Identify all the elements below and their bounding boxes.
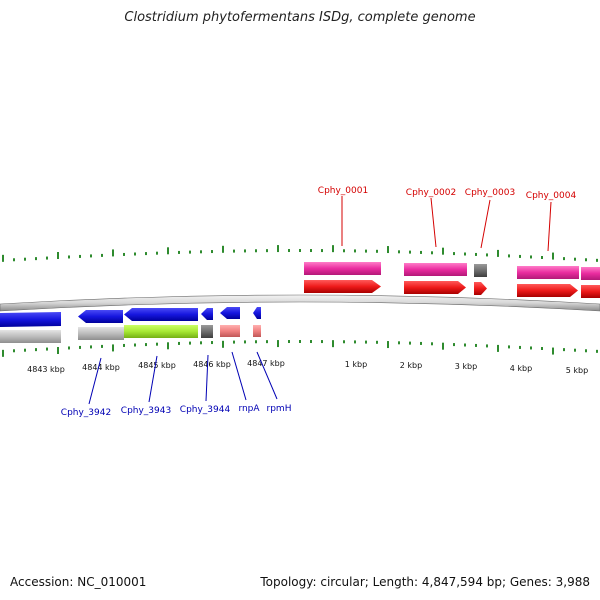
- gene-label-cphy-3943[interactable]: Cphy_3943: [121, 406, 171, 416]
- lower-tick-marks: [2, 340, 598, 357]
- reverse-cds-arrow[interactable]: [220, 307, 240, 319]
- label-leader-line: [88, 357, 102, 405]
- forward-cds-arrow[interactable]: [474, 282, 487, 295]
- gene-label-cphy-0002[interactable]: Cphy_0002: [406, 188, 456, 198]
- reverse-cds-track: [0, 307, 261, 327]
- scale-label: 4844 kbp: [82, 363, 120, 372]
- forward-gene-track: [304, 262, 600, 280]
- scale-label: 3 kbp: [455, 362, 477, 371]
- gene-label-cphy-0004[interactable]: Cphy_0004: [526, 191, 577, 201]
- genome-title: Clostridium phytofermentans ISDg, comple…: [124, 10, 476, 25]
- scale-label: 4847 kbp: [247, 359, 285, 368]
- forward-cds-arrow[interactable]: [517, 284, 578, 297]
- scale-labels: 4843 kbp 4844 kbp 4845 kbp 4846 kbp 4847…: [27, 359, 588, 375]
- gene-label-cphy-0001[interactable]: Cphy_0001: [318, 186, 368, 196]
- accession-text: Accession: NC_010001: [10, 575, 147, 589]
- reverse-gene-feature[interactable]: [78, 327, 124, 340]
- forward-gene-feature[interactable]: [474, 264, 487, 277]
- scale-label: 2 kbp: [400, 361, 422, 370]
- scale-label: 5 kbp: [566, 366, 588, 375]
- reverse-gene-feature[interactable]: [0, 330, 61, 343]
- scale-label: 4846 kbp: [193, 360, 231, 369]
- forward-gene-feature[interactable]: [304, 262, 381, 275]
- reverse-cds-arrow[interactable]: [124, 308, 198, 321]
- scale-label: 4845 kbp: [138, 361, 176, 370]
- gene-label-rpmh[interactable]: rpmH: [267, 404, 292, 414]
- gene-label-cphy-3942[interactable]: Cphy_3942: [61, 408, 111, 418]
- gene-label-cphy-3944[interactable]: Cphy_3944: [180, 405, 231, 415]
- reverse-cds-arrow[interactable]: [201, 308, 213, 320]
- forward-gene-feature[interactable]: [581, 267, 600, 280]
- reverse-cds-arrow[interactable]: [0, 312, 61, 327]
- forward-gene-labels: Cphy_0001 Cphy_0002 Cphy_0003 Cphy_0004: [318, 186, 577, 252]
- genome-backbone: [0, 294, 600, 312]
- genome-summary-text: Topology: circular; Length: 4,847,594 bp…: [260, 575, 590, 589]
- reverse-gene-feature[interactable]: [124, 325, 198, 338]
- scale-label: 1 kbp: [345, 360, 367, 369]
- label-leader-line: [480, 199, 491, 249]
- forward-cds-track: [304, 280, 600, 298]
- upper-tick-marks: [2, 245, 598, 262]
- gene-label-rnpa[interactable]: rnpA: [238, 404, 260, 414]
- forward-gene-feature[interactable]: [517, 266, 579, 279]
- reverse-gene-feature[interactable]: [253, 325, 261, 337]
- reverse-gene-track: [0, 325, 261, 343]
- label-leader-line: [547, 201, 552, 252]
- label-leader-line: [205, 354, 209, 402]
- forward-gene-feature[interactable]: [404, 263, 467, 276]
- reverse-cds-arrow[interactable]: [253, 307, 261, 319]
- scale-label: 4 kbp: [510, 364, 532, 373]
- forward-cds-arrow[interactable]: [304, 280, 381, 293]
- label-leader-line: [231, 351, 247, 401]
- forward-cds-arrow[interactable]: [404, 281, 466, 294]
- reverse-gene-feature[interactable]: [201, 325, 213, 338]
- forward-cds-arrow[interactable]: [581, 285, 600, 298]
- label-leader-line: [148, 355, 158, 403]
- label-leader-line: [256, 351, 278, 400]
- reverse-gene-labels: Cphy_3942 Cphy_3943 Cphy_3944 rnpA rpmH: [61, 351, 292, 418]
- reverse-gene-feature[interactable]: [220, 325, 240, 337]
- scale-label: 4843 kbp: [27, 365, 65, 374]
- gene-label-cphy-0003[interactable]: Cphy_0003: [465, 188, 515, 198]
- label-leader-line: [430, 197, 437, 248]
- reverse-cds-arrow[interactable]: [78, 310, 123, 323]
